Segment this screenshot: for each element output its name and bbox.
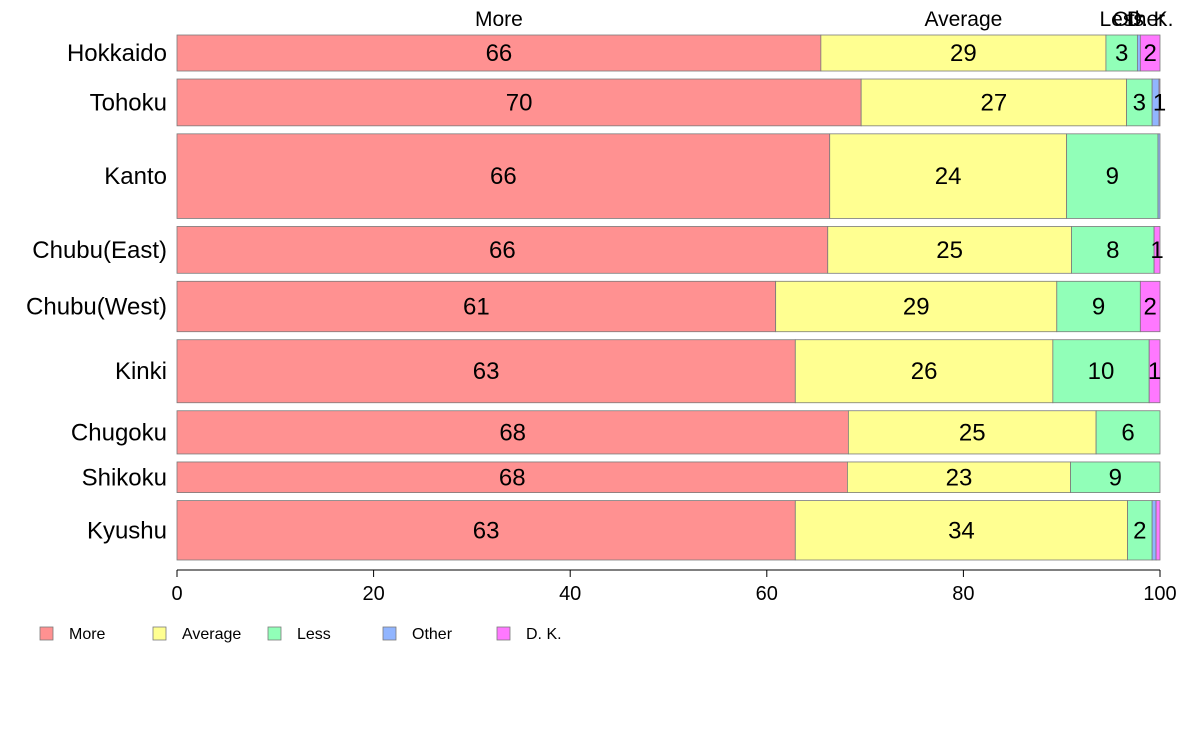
segment-label: 34 bbox=[948, 517, 975, 544]
legend-label: Average bbox=[182, 626, 241, 643]
bar-segment bbox=[1139, 280, 1161, 333]
bar-segment bbox=[176, 280, 777, 333]
series-top-label: D. K. bbox=[1127, 8, 1174, 31]
segment-label: 10 bbox=[1088, 358, 1115, 385]
segment-label: 66 bbox=[486, 40, 513, 67]
legend-label: D. K. bbox=[526, 626, 562, 643]
segment-label: 9 bbox=[1092, 294, 1105, 321]
category-label: Kyushu bbox=[87, 517, 167, 544]
segment-label: 25 bbox=[959, 419, 986, 446]
legend-swatch bbox=[39, 626, 54, 641]
segment-label: 25 bbox=[936, 237, 963, 264]
bar-segment bbox=[1158, 78, 1161, 127]
segment-label: 3 bbox=[1115, 40, 1128, 67]
segment-label: 1 bbox=[1148, 358, 1161, 385]
segment-label: 68 bbox=[499, 464, 526, 491]
bar-segment bbox=[1071, 226, 1155, 274]
bar-segment bbox=[176, 78, 862, 127]
bar-segment bbox=[1127, 500, 1153, 561]
segment-label: 29 bbox=[903, 294, 930, 321]
x-tick-label: 100 bbox=[1143, 583, 1176, 605]
bar-segment bbox=[176, 133, 831, 219]
bar-segment bbox=[847, 461, 1071, 493]
bar-segment bbox=[1157, 133, 1161, 219]
category-label: Chubu(West) bbox=[26, 294, 167, 321]
category-label: Hokkaido bbox=[67, 40, 167, 67]
category-label: Chugoku bbox=[71, 419, 167, 446]
segment-label: 3 bbox=[1133, 89, 1146, 116]
bar-segment bbox=[1139, 34, 1161, 72]
segment-label: 2 bbox=[1133, 517, 1146, 544]
legend-swatch bbox=[382, 626, 397, 641]
segment-label: 63 bbox=[473, 358, 500, 385]
x-tick-label: 80 bbox=[952, 583, 974, 605]
bar-segment bbox=[827, 226, 1072, 274]
segment-label: 2 bbox=[1143, 40, 1156, 67]
bar-segment bbox=[176, 34, 822, 72]
bar-segment bbox=[1136, 34, 1141, 72]
legend-swatch bbox=[152, 626, 167, 641]
bar-segment bbox=[1070, 461, 1161, 493]
bar-segment bbox=[1105, 34, 1138, 72]
segment-label: 27 bbox=[981, 89, 1008, 116]
bar-segment bbox=[176, 339, 796, 404]
bar-segment bbox=[176, 226, 829, 274]
category-label: Shikoku bbox=[82, 464, 167, 491]
segment-label: 6 bbox=[1121, 419, 1134, 446]
series-top-label: Less bbox=[1099, 8, 1143, 31]
category-label: Chubu(East) bbox=[32, 237, 167, 264]
segment-label: 8 bbox=[1106, 237, 1119, 264]
legend-label: Less bbox=[297, 626, 331, 643]
bar-segment bbox=[176, 461, 848, 493]
legend-swatch bbox=[496, 626, 511, 641]
segment-label: 9 bbox=[1109, 464, 1122, 491]
series-top-label: More bbox=[475, 8, 523, 31]
segment-label: 23 bbox=[946, 464, 973, 491]
segment-label: 66 bbox=[490, 163, 517, 190]
bar-segment bbox=[1066, 133, 1159, 219]
segment-label: 70 bbox=[506, 89, 533, 116]
bar-segment bbox=[847, 410, 1097, 455]
segment-label: 2 bbox=[1143, 294, 1156, 321]
x-tick-label: 40 bbox=[559, 583, 581, 605]
bar-segment bbox=[1095, 410, 1161, 455]
bar-segment bbox=[829, 133, 1068, 219]
bar-segment bbox=[775, 280, 1058, 333]
segment-label: 68 bbox=[499, 419, 526, 446]
x-tick-label: 20 bbox=[362, 583, 384, 605]
segment-label: 29 bbox=[950, 40, 977, 67]
legend-swatch bbox=[267, 626, 282, 641]
series-top-label: Other bbox=[1113, 8, 1166, 31]
category-label: Kanto bbox=[104, 163, 167, 190]
bar-segment bbox=[794, 500, 1128, 561]
bar-segment bbox=[860, 78, 1127, 127]
segment-label: 9 bbox=[1106, 163, 1119, 190]
bar-segment bbox=[1056, 280, 1141, 333]
legend-label: Other bbox=[412, 626, 453, 643]
segment-label: 26 bbox=[911, 358, 938, 385]
segment-label: 1 bbox=[1153, 89, 1166, 116]
bar-segment bbox=[176, 500, 796, 561]
x-tick-label: 0 bbox=[171, 583, 182, 605]
segment-label: 24 bbox=[935, 163, 962, 190]
x-tick-label: 60 bbox=[756, 583, 778, 605]
segment-label: 61 bbox=[463, 294, 490, 321]
bar-segment bbox=[794, 339, 1054, 404]
legend-label: More bbox=[69, 626, 106, 643]
series-top-label: Average bbox=[924, 8, 1002, 31]
bar-segment bbox=[1052, 339, 1150, 404]
segment-label: 63 bbox=[473, 517, 500, 544]
bar-segment bbox=[820, 34, 1107, 72]
bar-segment bbox=[176, 410, 849, 455]
segment-label: 1 bbox=[1150, 237, 1163, 264]
bar-segment bbox=[1148, 339, 1161, 404]
bar-segment bbox=[1126, 78, 1153, 127]
bar-segment bbox=[1153, 226, 1161, 274]
category-label: Tohoku bbox=[90, 89, 167, 116]
segment-label: 66 bbox=[489, 237, 516, 264]
bar-segment bbox=[1151, 500, 1157, 561]
bar-segment bbox=[1155, 500, 1161, 561]
category-label: Kinki bbox=[115, 358, 167, 385]
